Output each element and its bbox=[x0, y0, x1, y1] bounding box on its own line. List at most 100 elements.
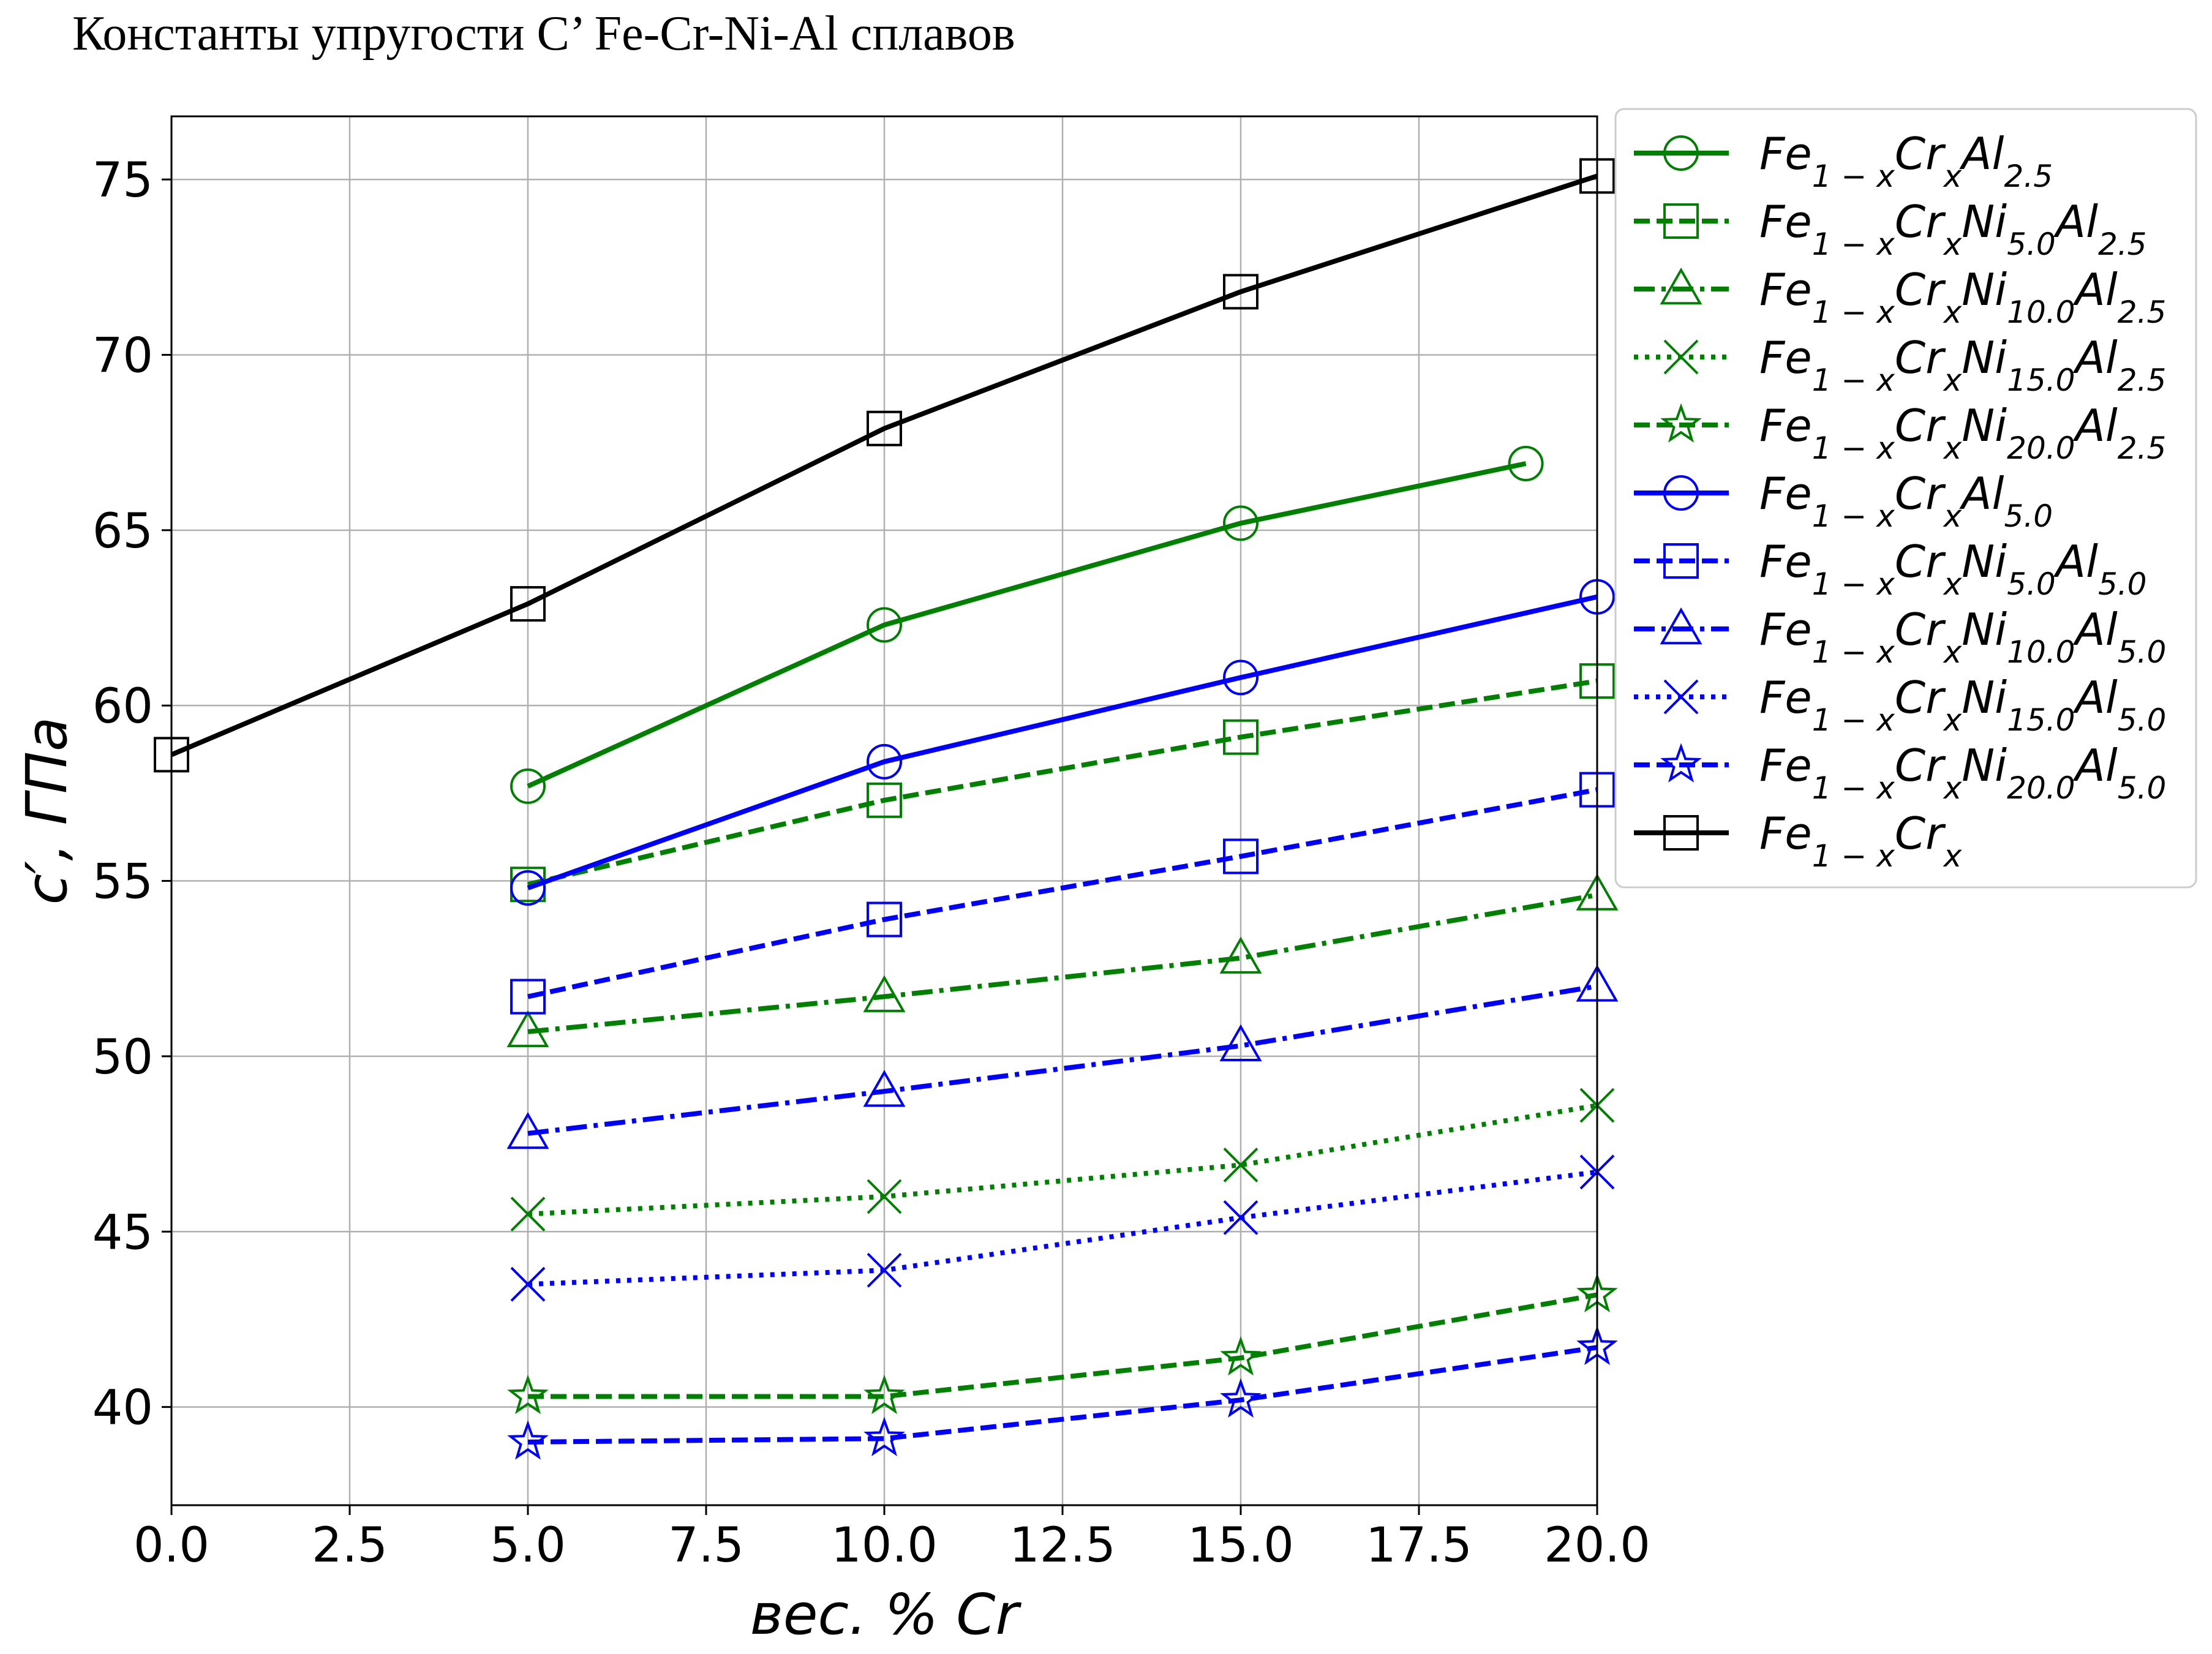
legend-label: Fe1 − xCrxNi10.0Al2.5 bbox=[1759, 264, 2166, 330]
data-point bbox=[1508, 446, 1544, 481]
x-tick-label: 7.5 bbox=[668, 1518, 744, 1573]
legend-label: Fe1 − xCrxNi5.0Al5.0 bbox=[1759, 536, 2146, 602]
legend-item: Fe1 − xCrxNi5.0Al5.0 bbox=[1634, 536, 2146, 602]
x-tick-label: 10.0 bbox=[831, 1518, 938, 1573]
data-point bbox=[867, 1252, 902, 1288]
series-group bbox=[510, 446, 1544, 804]
legend-marker bbox=[1663, 543, 1699, 579]
x-tick-label: 5.0 bbox=[490, 1518, 566, 1573]
series-layer bbox=[154, 158, 1619, 1460]
series-group bbox=[510, 663, 1615, 903]
legend-item: Fe1 − xCrxAl2.5 bbox=[1634, 128, 2053, 194]
data-point bbox=[510, 1266, 546, 1302]
data-point bbox=[1223, 505, 1258, 541]
y-axis-label: c′, ГПа bbox=[14, 717, 80, 905]
series-line bbox=[527, 1345, 1598, 1445]
data-point bbox=[1223, 274, 1258, 310]
data-point bbox=[1223, 660, 1258, 696]
x-tick-label: 2.5 bbox=[312, 1518, 388, 1573]
data-point bbox=[507, 1420, 549, 1460]
data-point bbox=[1219, 936, 1262, 974]
data-point bbox=[507, 1374, 549, 1415]
data-point bbox=[510, 1197, 546, 1232]
x-axis-label: вес. % Cr bbox=[750, 1582, 1022, 1647]
series-line bbox=[170, 173, 1598, 757]
legend-marker bbox=[1663, 339, 1699, 375]
page-title: Константы упругости С’ Fe-Cr-Ni-Al сплав… bbox=[72, 7, 1015, 61]
data-point bbox=[510, 979, 546, 1015]
data-point bbox=[510, 768, 546, 804]
legend-marker bbox=[1663, 135, 1699, 171]
legend-marker bbox=[1660, 743, 1702, 783]
data-point bbox=[1223, 1200, 1258, 1235]
legend-label: Fe1 − xCrxAl2.5 bbox=[1759, 128, 2053, 194]
y-tick-label: 65 bbox=[92, 504, 153, 559]
legend-label: Fe1 − xCrxNi10.0Al5.0 bbox=[1759, 604, 2166, 670]
data-point bbox=[1223, 838, 1258, 874]
data-point bbox=[867, 410, 902, 446]
y-tick-label: 70 bbox=[92, 328, 153, 383]
data-point bbox=[1219, 1024, 1262, 1062]
legend-item: Fe1 − xCrxNi15.0Al2.5 bbox=[1634, 332, 2166, 398]
legend-label: Fe1 − xCrxNi15.0Al2.5 bbox=[1759, 332, 2166, 398]
legend-item: Fe1 − xCrxNi20.0Al2.5 bbox=[1634, 400, 2166, 466]
legend-item: Fe1 − xCrxNi10.0Al2.5 bbox=[1634, 264, 2166, 330]
series-group bbox=[507, 1325, 1618, 1460]
legend-marker bbox=[1660, 607, 1702, 645]
legend-label: Fe1 − xCrx bbox=[1759, 808, 1962, 874]
data-point bbox=[506, 1010, 549, 1048]
series-line bbox=[527, 983, 1598, 1136]
legend-marker bbox=[1663, 203, 1699, 239]
legend-item: Fe1 − xCrx bbox=[1634, 808, 1962, 874]
legend-label: Fe1 − xCrxNi15.0Al5.0 bbox=[1759, 672, 2166, 738]
data-point bbox=[1223, 1148, 1258, 1182]
series-line bbox=[527, 679, 1598, 887]
legend-frame bbox=[1614, 108, 2197, 889]
data-point bbox=[867, 607, 902, 643]
legend-item: Fe1 − xCrxNi5.0Al2.5 bbox=[1634, 196, 2146, 262]
y-tick-label: 45 bbox=[92, 1205, 153, 1260]
data-point bbox=[510, 870, 546, 906]
x-tick-label: 12.5 bbox=[1009, 1518, 1116, 1573]
y-tick-label: 55 bbox=[92, 855, 153, 910]
tick-layer: 0.0 2.5 5.0 7.5 10.0 12.5 15.0 17.5 20.0 40 45 50 55… bbox=[92, 153, 1650, 1573]
legend-label: Fe1 − xCrxNi20.0Al5.0 bbox=[1759, 740, 2166, 806]
data-point bbox=[867, 743, 902, 780]
series-line bbox=[527, 594, 1598, 890]
series-line bbox=[527, 1103, 1598, 1217]
data-point bbox=[1220, 1336, 1262, 1376]
legend-item: Fe1 − xCrxAl5.0 bbox=[1634, 468, 2053, 534]
series-line bbox=[527, 787, 1598, 999]
legend-marker bbox=[1660, 403, 1702, 443]
legend-marker bbox=[1660, 267, 1702, 305]
series-group bbox=[506, 964, 1619, 1149]
y-tick-label: 50 bbox=[92, 1030, 153, 1085]
legend-marker bbox=[1663, 475, 1699, 511]
series-group bbox=[510, 772, 1615, 1015]
data-point bbox=[863, 975, 906, 1012]
legend-item: Fe1 − xCrxNi10.0Al5.0 bbox=[1634, 604, 2166, 670]
legend-item: Fe1 − xCrxNi20.0Al5.0 bbox=[1634, 740, 2166, 806]
data-point bbox=[863, 1416, 905, 1456]
y-tick-label: 40 bbox=[92, 1381, 153, 1436]
legend-marker bbox=[1663, 679, 1699, 715]
data-point bbox=[1223, 719, 1258, 755]
x-tick-label: 15.0 bbox=[1187, 1518, 1294, 1573]
data-point bbox=[1220, 1378, 1262, 1418]
grid-layer bbox=[170, 116, 1598, 1505]
x-tick-label: 0.0 bbox=[134, 1518, 209, 1573]
y-tick-label: 75 bbox=[92, 153, 153, 208]
series-line bbox=[527, 892, 1598, 1034]
x-tick-label: 17.5 bbox=[1366, 1518, 1472, 1573]
legend-marker bbox=[1663, 815, 1699, 851]
data-point bbox=[867, 782, 902, 818]
series-line bbox=[527, 461, 1527, 789]
data-point bbox=[510, 586, 546, 622]
data-point bbox=[863, 1374, 905, 1415]
series-line bbox=[528, 1292, 1598, 1399]
legend-label: Fe1 − xCrxNi5.0Al2.5 bbox=[1759, 196, 2146, 262]
legend-item: Fe1 − xCrxNi15.0Al5.0 bbox=[1634, 672, 2166, 738]
